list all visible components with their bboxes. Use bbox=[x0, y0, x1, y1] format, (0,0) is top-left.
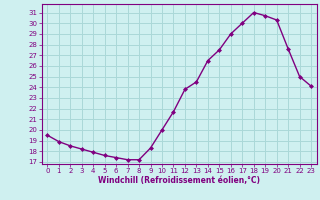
X-axis label: Windchill (Refroidissement éolien,°C): Windchill (Refroidissement éolien,°C) bbox=[98, 176, 260, 185]
